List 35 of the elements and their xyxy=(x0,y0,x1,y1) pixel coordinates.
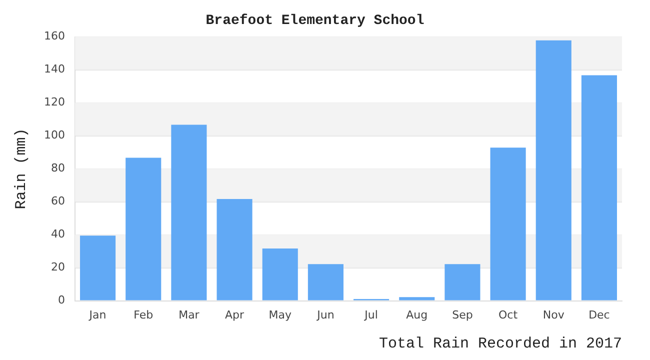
bar xyxy=(444,264,480,300)
x-tick-label: Jul xyxy=(364,308,378,322)
y-tick-label: 60 xyxy=(50,194,65,208)
x-tick-label: Apr xyxy=(225,308,245,322)
bar xyxy=(126,158,162,300)
x-tick-label: Mar xyxy=(178,308,200,322)
bar xyxy=(80,236,116,300)
x-tick-label: Feb xyxy=(134,308,154,322)
bar xyxy=(262,248,298,300)
y-tick-label: 40 xyxy=(50,228,65,241)
bar xyxy=(490,148,526,300)
y-tick-label: 20 xyxy=(50,260,65,274)
bar xyxy=(308,264,344,300)
x-tick-label: Jun xyxy=(316,308,334,322)
bar xyxy=(581,75,617,300)
y-tick-label: 0 xyxy=(58,294,65,307)
y-tick-label: 80 xyxy=(50,162,65,175)
bar xyxy=(171,124,207,300)
bar xyxy=(536,40,572,300)
chart-title: Braefoot Elementary School xyxy=(206,12,424,29)
bar xyxy=(399,297,435,300)
y-tick-label: 100 xyxy=(44,128,65,142)
y-tick-label: 160 xyxy=(44,30,65,43)
x-tick-label: May xyxy=(268,308,292,322)
x-tick-label: Oct xyxy=(498,308,518,322)
y-tick-label: 140 xyxy=(44,62,65,76)
y-axis-title: Rain (mm) xyxy=(12,128,30,210)
x-tick-label: Sep xyxy=(452,308,473,322)
y-tick-label: 120 xyxy=(44,96,65,109)
bar xyxy=(216,198,252,300)
x-tick-label: Dec xyxy=(588,308,610,322)
x-tick-label: Jan xyxy=(88,308,106,322)
x-tick-label: Aug xyxy=(406,308,428,322)
x-tick-label: Nov xyxy=(542,308,565,322)
x-axis-title: Total Rain Recorded in 2017 xyxy=(378,335,622,352)
